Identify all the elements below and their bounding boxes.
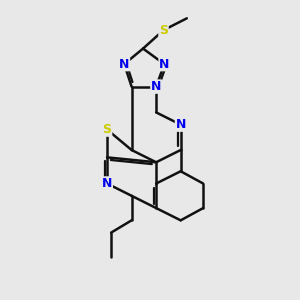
Text: N: N bbox=[176, 118, 186, 131]
Text: N: N bbox=[119, 58, 129, 70]
Text: S: S bbox=[159, 24, 168, 37]
Text: N: N bbox=[159, 58, 169, 70]
Text: S: S bbox=[103, 123, 112, 136]
Text: N: N bbox=[151, 80, 161, 93]
Text: N: N bbox=[102, 177, 112, 190]
